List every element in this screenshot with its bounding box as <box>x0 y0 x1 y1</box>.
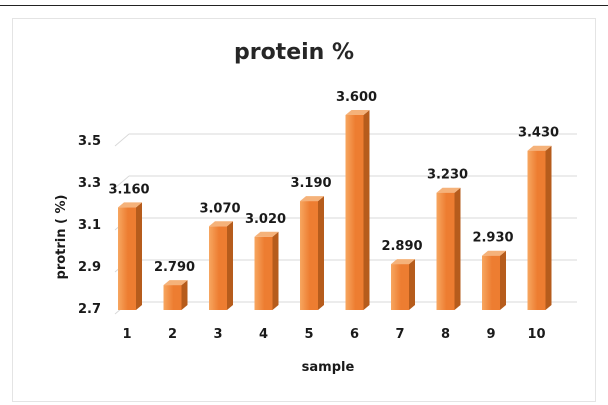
bar-front <box>254 236 273 310</box>
bar-front <box>391 264 409 310</box>
bar-side <box>545 145 552 310</box>
bar-front <box>300 201 318 310</box>
bar <box>527 145 552 310</box>
data-label: 2.790 <box>154 260 195 275</box>
data-label: 3.600 <box>336 90 377 105</box>
bar-top <box>436 187 461 193</box>
data-label: 3.020 <box>245 212 286 227</box>
x-tick-label: 3 <box>213 327 222 342</box>
bar <box>163 280 188 310</box>
bar <box>482 250 506 310</box>
data-label: 3.430 <box>518 126 559 141</box>
bar-side <box>409 259 415 310</box>
bar-top <box>391 259 415 265</box>
y-axis-ticks: 2.7 2.9 3.1 3.3 3.5 <box>78 134 101 317</box>
y-tick-label: 2.7 <box>78 302 101 317</box>
bar-top <box>254 231 279 237</box>
x-tick-label: 9 <box>486 327 495 342</box>
bar <box>300 196 324 310</box>
bar-front <box>527 150 546 310</box>
chart-title: protein % <box>234 40 354 65</box>
bar-side <box>318 196 324 310</box>
bar <box>118 202 142 310</box>
bar <box>254 231 279 310</box>
x-tick-label: 10 <box>527 327 545 342</box>
bar-side <box>363 110 370 310</box>
x-tick-label: 8 <box>441 327 450 342</box>
top-border-line <box>0 5 608 6</box>
y-axis-label: protrin ( %) <box>54 195 69 280</box>
data-label: 3.070 <box>199 201 240 216</box>
x-tick-label: 7 <box>395 327 404 342</box>
bars <box>118 110 552 310</box>
bar <box>209 221 233 310</box>
gridline-depth <box>114 175 130 189</box>
bar-chart: protein % 2.7 2.9 3.1 3.3 3.5 1 2 3 4 5 6 7 8 9 10 3.… <box>54 40 577 375</box>
chart-panel: protein % 2.7 2.9 3.1 3.3 3.5 1 2 3 4 5 6 7 8 9 10 3.… <box>12 18 596 402</box>
x-axis-label: sample <box>302 360 355 375</box>
bar-front <box>345 115 364 310</box>
bar-side <box>272 231 279 310</box>
x-tick-label: 4 <box>259 327 268 342</box>
bar-top <box>300 196 324 202</box>
x-axis-ticks: 1 2 3 4 5 6 7 8 9 10 <box>122 327 545 342</box>
data-label: 3.230 <box>427 168 468 183</box>
bar-front <box>482 255 500 310</box>
gridline-depth <box>114 133 130 147</box>
bar-top <box>209 221 233 227</box>
bar-side <box>227 221 233 310</box>
data-label: 3.160 <box>108 182 149 197</box>
bar <box>391 259 415 310</box>
bar-side <box>136 202 142 310</box>
x-tick-label: 2 <box>168 327 177 342</box>
bar-front <box>118 207 136 310</box>
bar <box>436 187 461 310</box>
bar-front <box>436 192 455 310</box>
bar-top <box>527 145 552 151</box>
x-tick-label: 6 <box>350 327 359 342</box>
y-tick-label: 2.9 <box>78 260 101 275</box>
y-tick-label: 3.1 <box>78 218 101 233</box>
bar-top <box>345 110 370 115</box>
y-tick-label: 3.5 <box>78 134 101 149</box>
bar-front <box>163 285 182 310</box>
x-tick-label: 5 <box>304 327 313 342</box>
bar-top <box>118 202 142 208</box>
data-label: 3.190 <box>290 176 331 191</box>
data-label: 2.930 <box>472 231 513 246</box>
x-tick-label: 1 <box>122 327 131 342</box>
bar-side <box>500 250 506 310</box>
bar-side <box>181 280 188 310</box>
bar-top <box>163 280 188 286</box>
bar-front <box>209 226 227 310</box>
y-tick-label: 3.3 <box>78 176 101 191</box>
bar <box>345 110 370 310</box>
data-label: 2.890 <box>381 239 422 254</box>
bar-side <box>454 187 461 310</box>
data-labels: 3.160 2.790 3.070 3.020 3.190 3.600 2.890 3.230… <box>108 90 559 275</box>
bar-top <box>482 250 506 256</box>
